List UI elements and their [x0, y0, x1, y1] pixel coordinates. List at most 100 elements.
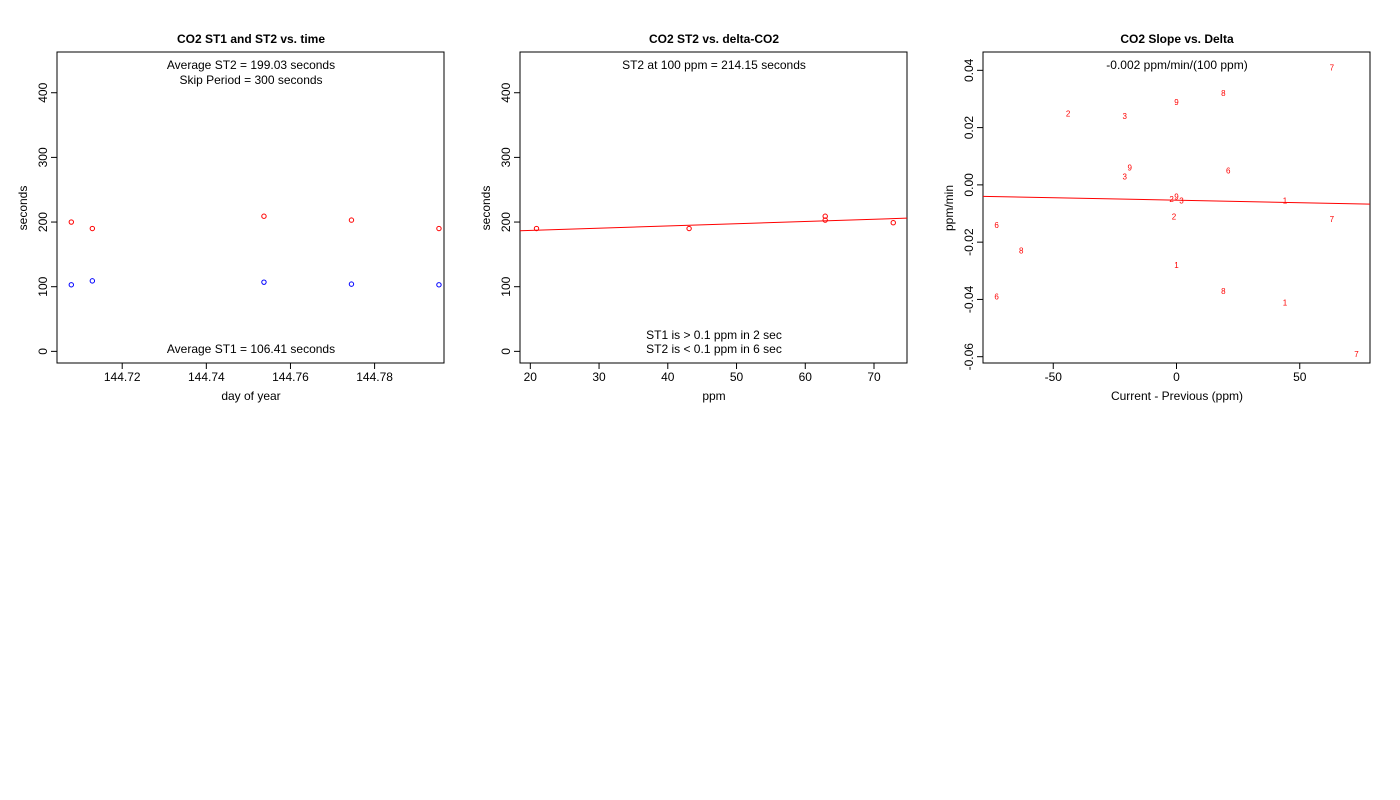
x-ticks: 20 30 40 50 60 70: [524, 363, 881, 384]
data-point-label: 6: [994, 293, 999, 302]
panel-slope-vs-delta: CO2 Slope vs. Delta -0.002 ppm/min/(100 …: [942, 32, 1371, 403]
x-axis-label: Current - Previous (ppm): [1111, 389, 1243, 403]
x-tick-label: 40: [661, 370, 675, 384]
data-point: [348, 217, 355, 223]
chart-title: CO2 Slope vs. Delta: [1120, 32, 1234, 46]
y-tick-label: 0: [36, 348, 50, 355]
y-tick-label: 200: [499, 212, 513, 232]
data-point-label: 1: [1174, 261, 1179, 270]
chart-title: CO2 ST1 and ST2 vs. time: [177, 32, 325, 46]
x-tick-label: 50: [1293, 370, 1307, 384]
x-tick-label: -50: [1045, 370, 1063, 384]
y-axis-label: seconds: [479, 186, 493, 231]
fit-line-group: [519, 217, 908, 232]
fit-line-group: [982, 195, 1371, 205]
data-point-label: 1: [1283, 298, 1288, 307]
y-tick-label: 200: [36, 212, 50, 232]
data-point-label: 8: [1221, 287, 1226, 296]
y-ticks: 0 100 200 300 400: [36, 82, 57, 355]
data-point-label: 8: [1221, 89, 1226, 98]
data-point-label: 6: [994, 221, 999, 230]
data-point-label: 9: [1127, 164, 1132, 173]
data-point: [261, 279, 267, 285]
data-point: [89, 225, 96, 232]
x-tick-label: 50: [730, 370, 744, 384]
x-axis-label: day of year: [221, 389, 280, 403]
x-axis-label: ppm: [702, 389, 725, 403]
x-tick-label: 60: [799, 370, 813, 384]
y-tick-label: -0.06: [962, 343, 976, 371]
annotation-skip-period: Skip Period = 300 seconds: [179, 73, 322, 87]
data-point: [68, 282, 75, 288]
x-ticks: 144.72 144.74 144.76 144.78: [104, 363, 393, 384]
y-tick-label: 300: [499, 147, 513, 167]
y-ticks: -0.06 -0.04 -0.02 0.00 0.02 0.04: [962, 58, 983, 370]
data-point: [348, 281, 355, 287]
y-tick-label: 400: [499, 82, 513, 102]
data-point: [822, 217, 828, 223]
data-point: [436, 225, 442, 232]
y-tick-label: 0.00: [962, 173, 976, 197]
y-ticks: 0 100 200 300 400: [499, 82, 520, 355]
data-point: [890, 219, 896, 226]
data-point: [822, 213, 828, 219]
data-point: [89, 278, 96, 284]
y-tick-label: 100: [36, 276, 50, 296]
regression-line: [982, 195, 1371, 205]
annotation-slope: -0.002 ppm/min/(100 ppm): [1106, 58, 1247, 72]
data-point-label: 2: [1066, 109, 1071, 118]
y-tick-label: -0.02: [962, 228, 976, 256]
regression-line: [519, 217, 908, 232]
annotation-average-st2: Average ST2 = 199.03 seconds: [167, 58, 335, 72]
data-point-label: 6: [1226, 167, 1231, 176]
x-tick-label: 70: [867, 370, 881, 384]
data-point-label: 3: [1123, 172, 1128, 181]
data-point: [261, 213, 267, 219]
x-tick-label: 144.72: [104, 370, 141, 384]
data-point: [436, 282, 442, 288]
data-point-label: 7: [1354, 350, 1359, 359]
data-point-label: 8: [1019, 247, 1024, 256]
x-tick-label: 20: [524, 370, 538, 384]
data-point-label: 3: [1123, 112, 1128, 121]
x-tick-label: 0: [1173, 370, 1180, 384]
x-ticks: -50 0 50: [1045, 363, 1307, 384]
x-tick-label: 144.76: [272, 370, 309, 384]
y-tick-label: 400: [36, 82, 50, 102]
data-points: [533, 213, 896, 232]
annotation-st2-threshold: ST2 is < 0.1 ppm in 6 sec: [646, 342, 782, 356]
data-point-label: 2: [1172, 212, 1177, 221]
panel-st1-st2-vs-time: CO2 ST1 and ST2 vs. time Average ST2 = 1…: [16, 32, 445, 403]
plot-frame: [56, 51, 445, 364]
data-point-label: 3: [1179, 197, 1184, 206]
data-points: [68, 213, 442, 288]
chart-title: CO2 ST2 vs. delta-CO2: [649, 32, 779, 46]
y-tick-label: 100: [499, 276, 513, 296]
y-axis-label: seconds: [16, 186, 30, 231]
annotation-st1-threshold: ST1 is > 0.1 ppm in 2 sec: [646, 328, 782, 342]
data-point-label: 1: [1283, 197, 1288, 206]
y-tick-label: 300: [36, 147, 50, 167]
annotation-st2-at-100ppm: ST2 at 100 ppm = 214.15 seconds: [622, 58, 806, 72]
data-point-label: 2: [1169, 195, 1174, 204]
x-tick-label: 144.74: [188, 370, 225, 384]
y-tick-label: 0.04: [962, 58, 976, 82]
data-point-label: 9: [1174, 98, 1179, 107]
y-tick-label: 0: [499, 348, 513, 355]
data-point: [68, 219, 75, 225]
data-point: [533, 225, 540, 232]
panel-st2-vs-delta-co2: CO2 ST2 vs. delta-CO2 ST2 at 100 ppm = 2…: [479, 32, 908, 403]
annotation-average-st1: Average ST1 = 106.41 seconds: [167, 342, 335, 356]
y-tick-label: -0.04: [962, 285, 976, 313]
y-axis-label: ppm/min: [942, 185, 956, 231]
y-tick-label: 0.02: [962, 116, 976, 140]
data-point-label: 7: [1330, 63, 1335, 72]
data-point: [686, 225, 692, 232]
data-point-label: 7: [1330, 215, 1335, 224]
x-tick-label: 30: [592, 370, 606, 384]
x-tick-label: 144.78: [356, 370, 393, 384]
data-point-label: 9: [1174, 192, 1179, 201]
plot-frame: [519, 51, 908, 364]
